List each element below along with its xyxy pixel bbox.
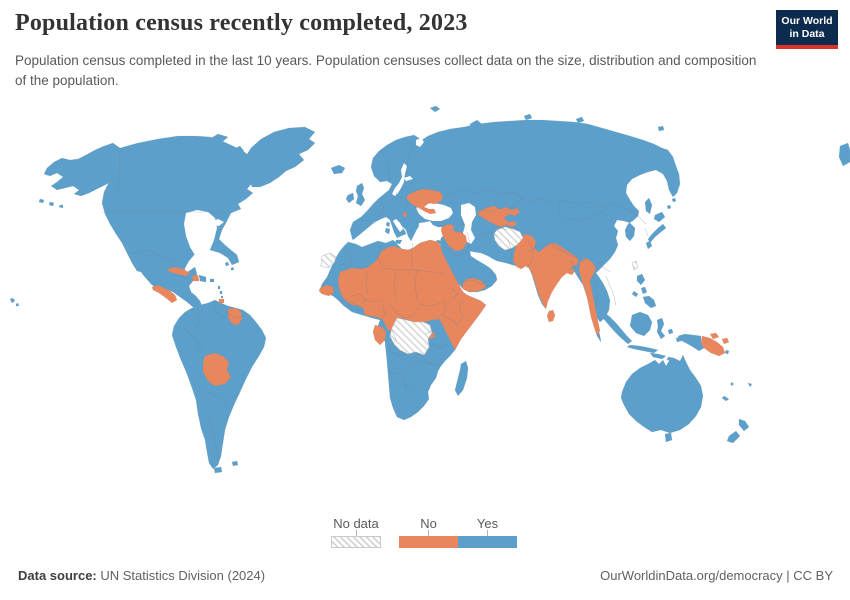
region-guyana[interactable] xyxy=(227,307,243,326)
region-hawaii[interactable] xyxy=(9,198,64,307)
inland-seas xyxy=(184,138,496,268)
region-south-asia[interactable] xyxy=(512,233,580,310)
white-sea xyxy=(416,138,424,147)
region-madagascar[interactable] xyxy=(454,360,469,397)
data-source: Data source: UN Statistics Division (202… xyxy=(18,568,265,583)
page-title: Population census recently completed, 20… xyxy=(15,10,468,36)
region-arctic-islands[interactable] xyxy=(171,133,245,180)
region-new-zealand[interactable] xyxy=(726,418,750,444)
region-yemen[interactable] xyxy=(461,277,487,293)
legend-label-no: No xyxy=(420,516,437,531)
region-west-papua[interactable] xyxy=(677,333,705,352)
legend-swatch-no-data[interactable] xyxy=(331,536,381,548)
region-australia[interactable] xyxy=(620,354,704,443)
region-mediterranean-islands[interactable] xyxy=(384,221,443,250)
region-indonesia[interactable] xyxy=(601,311,682,362)
legend-label-no-data: No data xyxy=(333,516,379,531)
baltic-sea xyxy=(392,163,413,196)
region-syria-iraq[interactable] xyxy=(440,223,468,252)
region-afghanistan[interactable] xyxy=(493,226,524,251)
adriatic-sea xyxy=(393,219,403,232)
persian-gulf xyxy=(470,252,493,268)
region-cuba[interactable] xyxy=(166,266,191,277)
region-pacific-islands[interactable] xyxy=(718,345,753,402)
region-caribbean-blue[interactable] xyxy=(185,261,235,299)
data-source-label: Data source: xyxy=(18,568,97,583)
region-south-america[interactable] xyxy=(171,299,267,474)
legend-label-yes: Yes xyxy=(476,516,499,531)
credit-link[interactable]: OurWorldinData.org/democracy | CC BY xyxy=(600,568,833,583)
owid-logo-line1: Our World xyxy=(781,15,833,27)
region-british-isles[interactable] xyxy=(345,182,366,207)
hudson-bay xyxy=(184,210,217,261)
caspian-sea xyxy=(461,203,476,244)
owid-logo[interactable]: Our World in Data xyxy=(776,10,838,50)
region-africa-sahel-horn[interactable] xyxy=(337,239,487,351)
region-western-sahara[interactable] xyxy=(320,252,337,269)
region-uzbekistan[interactable] xyxy=(477,205,521,228)
no-data-regions[interactable] xyxy=(320,226,639,356)
region-philippines[interactable] xyxy=(631,273,657,309)
legend-tick-no-data xyxy=(356,530,357,536)
region-alaska[interactable] xyxy=(43,142,121,197)
region-kosovo[interactable] xyxy=(402,211,408,218)
region-drc[interactable] xyxy=(389,317,433,356)
region-ukraine[interactable] xyxy=(405,188,444,215)
legend-tick-yes xyxy=(487,530,488,536)
owid-logo-line2: in Data xyxy=(789,28,825,41)
region-gabon[interactable] xyxy=(372,324,387,346)
region-sri-lanka[interactable] xyxy=(546,309,556,323)
region-greenland[interactable] xyxy=(243,126,316,188)
region-haiti[interactable] xyxy=(191,274,200,282)
region-taiwan[interactable] xyxy=(631,260,639,271)
region-central-america[interactable] xyxy=(151,284,178,304)
region-senegal[interactable] xyxy=(318,284,335,297)
data-source-value: UN Statistics Division (2024) xyxy=(96,568,266,583)
region-myanmar[interactable] xyxy=(578,257,601,336)
legend-swatch-yes[interactable] xyxy=(458,536,517,548)
chart-subtitle: Population census completed in the last … xyxy=(15,53,757,88)
region-iceland[interactable] xyxy=(330,164,346,175)
great-lakes xyxy=(197,217,224,226)
region-trinidad[interactable] xyxy=(218,298,225,304)
region-arctic-russia-islands[interactable] xyxy=(429,105,850,167)
country-borders xyxy=(101,145,649,457)
legend-swatch-no[interactable] xyxy=(399,536,458,548)
region-bolivia[interactable] xyxy=(202,352,232,387)
region-japan-korea-islands[interactable] xyxy=(644,197,677,250)
region-papua-new-guinea[interactable] xyxy=(700,332,730,357)
aegean-sea xyxy=(418,222,429,238)
legend-tick-no xyxy=(428,530,429,536)
